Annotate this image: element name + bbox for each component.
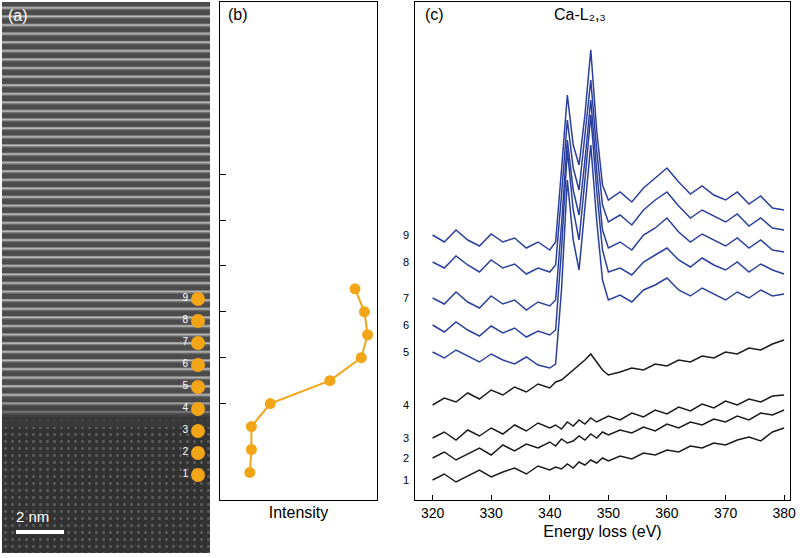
svg-text:4: 4	[403, 399, 409, 411]
svg-text:370: 370	[714, 505, 738, 521]
svg-text:320: 320	[421, 505, 445, 521]
html-text:7: 7	[182, 336, 188, 347]
svg-text:(b): (b)	[228, 6, 248, 23]
svg-text:8: 8	[403, 256, 409, 268]
svg-text:2: 2	[403, 452, 409, 464]
svg-text:6: 6	[403, 319, 409, 331]
svg-text:3: 3	[403, 432, 409, 444]
svg-text:5: 5	[403, 346, 409, 358]
html-text:2 nm: 2 nm	[16, 508, 50, 525]
html-text:6: 6	[182, 358, 188, 369]
html-text:9: 9	[182, 292, 188, 303]
svg-text:1: 1	[403, 474, 409, 486]
svg-text:Ca-L₂,₃: Ca-L₂,₃	[554, 6, 606, 23]
svg-text:360: 360	[655, 505, 679, 521]
svg-text:(c): (c)	[425, 6, 444, 23]
html-text:3: 3	[182, 424, 188, 435]
svg-text:9: 9	[403, 229, 409, 241]
svg-text:380: 380	[772, 505, 796, 521]
svg-text:340: 340	[538, 505, 562, 521]
svg-text:Energy loss (eV): Energy loss (eV)	[543, 523, 661, 540]
html-text:1: 1	[182, 468, 188, 479]
html-text:(a): (a)	[8, 7, 28, 24]
svg-text:330: 330	[479, 505, 503, 521]
html-text:2: 2	[182, 446, 188, 457]
html-text:4: 4	[182, 402, 188, 413]
html-text:8: 8	[182, 314, 188, 325]
svg-text:7: 7	[403, 292, 409, 304]
svg-text:350: 350	[597, 505, 621, 521]
svg-text:Intensity: Intensity	[269, 504, 329, 521]
html-text:5: 5	[182, 380, 188, 391]
